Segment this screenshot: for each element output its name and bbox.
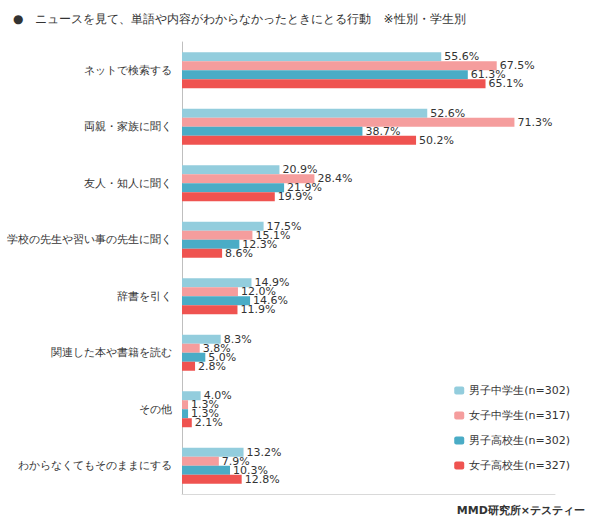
svg-text:38.7%: 38.7% <box>365 125 400 138</box>
svg-text:55.6%: 55.6% <box>444 50 479 63</box>
svg-text:21.9%: 21.9% <box>287 181 323 195</box>
svg-text:20.9%: 20.9% <box>282 163 317 176</box>
svg-text:ネットで検索する: ネットで検索する <box>84 64 172 77</box>
svg-text:わからなくてもそのままにする: わからなくてもそのままにする <box>18 459 172 472</box>
svg-text:28.4%: 28.4% <box>317 172 352 185</box>
svg-text:8.3%: 8.3% <box>223 332 252 346</box>
svg-text:辞書を引く: 辞書を引く <box>117 290 172 303</box>
svg-text:14.6%: 14.6% <box>253 294 288 308</box>
svg-text:12.3%: 12.3% <box>242 237 278 251</box>
svg-text:学校の先生や習い事の先生に聞く: 学校の先生や習い事の先生に聞く <box>7 233 172 246</box>
svg-text:19.9%: 19.9% <box>278 190 313 203</box>
svg-text:67.5%: 67.5% <box>499 59 535 73</box>
svg-text:2.1%: 2.1% <box>195 416 223 429</box>
svg-text:女子中学生(n=317): 女子中学生(n=317) <box>469 409 570 422</box>
svg-text:12.8%: 12.8% <box>245 473 280 486</box>
svg-text:10.3%: 10.3% <box>233 463 268 477</box>
svg-text:3.8%: 3.8% <box>202 341 231 355</box>
svg-text:両親・家族に聞く: 両親・家族に聞く <box>84 120 172 133</box>
svg-text:13.2%: 13.2% <box>247 446 282 459</box>
svg-text:14.9%: 14.9% <box>254 276 290 290</box>
svg-text:関連した本や書籍を読む: 関連した本や書籍を読む <box>51 346 172 359</box>
svg-text:友人・知人に聞く: 友人・知人に聞く <box>84 177 172 190</box>
svg-text:4.0%: 4.0% <box>203 389 232 403</box>
svg-text:男子中学生(n=302): 男子中学生(n=302) <box>469 384 570 397</box>
svg-text:● ニュースを見て、単語や内容がわからなかったときにとる行動: ● ニュースを見て、単語や内容がわからなかったときにとる行動 ※性別・学生別 <box>13 12 466 26</box>
svg-text:11.9%: 11.9% <box>240 303 275 316</box>
svg-text:15.1%: 15.1% <box>255 228 291 242</box>
svg-text:1.3%: 1.3% <box>191 407 219 421</box>
svg-text:1.3%: 1.3% <box>191 398 219 412</box>
svg-text:52.6%: 52.6% <box>430 107 465 120</box>
svg-text:MMD研究所×テスティー: MMD研究所×テスティー <box>457 504 585 517</box>
svg-text:61.3%: 61.3% <box>470 68 506 82</box>
svg-text:男子高校生(n=302): 男子高校生(n=302) <box>469 434 570 447</box>
svg-text:2.8%: 2.8% <box>198 360 226 373</box>
svg-text:女子高校生(n=327): 女子高校生(n=327) <box>469 459 570 472</box>
svg-text:7.9%: 7.9% <box>221 454 250 468</box>
svg-text:71.3%: 71.3% <box>517 116 552 129</box>
svg-text:12.0%: 12.0% <box>240 285 276 299</box>
svg-text:8.6%: 8.6% <box>225 247 253 260</box>
svg-text:17.5%: 17.5% <box>266 219 302 233</box>
svg-text:50.2%: 50.2% <box>419 134 454 147</box>
svg-text:65.1%: 65.1% <box>489 77 524 90</box>
svg-text:その他: その他 <box>139 403 172 416</box>
svg-text:5.0%: 5.0% <box>208 350 237 364</box>
